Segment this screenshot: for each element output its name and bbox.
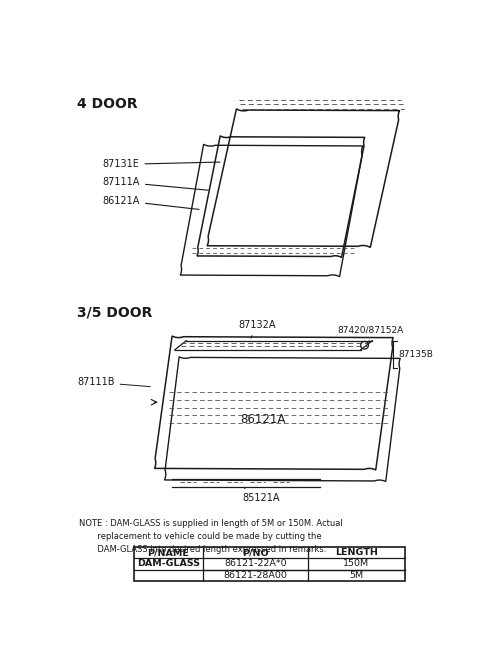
- Text: 150M: 150M: [343, 560, 370, 568]
- Text: 86121-22A*0: 86121-22A*0: [224, 560, 287, 568]
- Text: 86121A: 86121A: [103, 196, 199, 210]
- Text: 87111B: 87111B: [77, 377, 150, 387]
- Text: 87132A: 87132A: [238, 321, 276, 338]
- Text: 86121-28A00: 86121-28A00: [224, 571, 288, 579]
- Text: 4 DOOR: 4 DOOR: [77, 97, 138, 111]
- Text: 3/5 DOOR: 3/5 DOOR: [77, 305, 153, 319]
- Text: 85121A: 85121A: [242, 488, 280, 503]
- Text: 87135B: 87135B: [399, 350, 433, 359]
- Text: 87131E: 87131E: [103, 160, 220, 170]
- Text: P/NAME: P/NAME: [147, 548, 190, 557]
- Text: DAM-GLASS: DAM-GLASS: [137, 560, 200, 568]
- Text: 87420/87152A: 87420/87152A: [337, 326, 404, 342]
- Text: NOTE : DAM-GLASS is supplied in length of 5M or 150M. Actual
       replacement : NOTE : DAM-GLASS is supplied in length o…: [79, 519, 343, 554]
- Text: 86121A: 86121A: [240, 413, 286, 426]
- Text: 87111A: 87111A: [103, 177, 208, 191]
- Text: P/NO: P/NO: [242, 548, 269, 557]
- Text: 5M: 5M: [349, 571, 363, 579]
- Text: LENGTH: LENGTH: [335, 548, 378, 557]
